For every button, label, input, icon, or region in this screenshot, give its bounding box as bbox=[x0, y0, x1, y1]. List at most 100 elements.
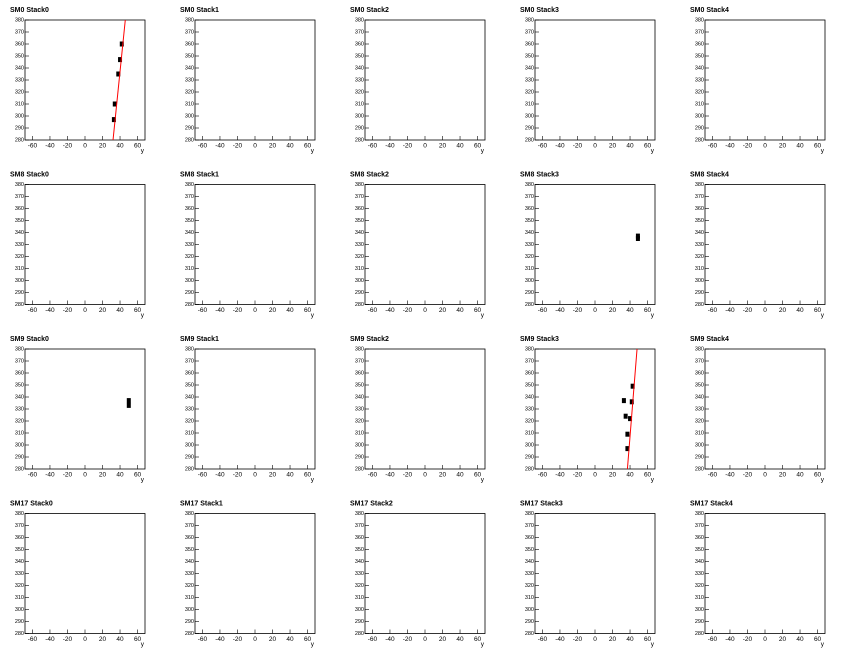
y-tick-label: 360 bbox=[185, 41, 194, 47]
x-tick-label: 20 bbox=[439, 307, 447, 314]
y-tick-label: 300 bbox=[185, 113, 194, 119]
hit bbox=[625, 431, 630, 437]
x-tick-label: -40 bbox=[725, 636, 735, 643]
x-tick-label: 40 bbox=[286, 307, 294, 314]
y-tick-label: 340 bbox=[15, 559, 24, 565]
y-tick-label: 330 bbox=[525, 571, 534, 577]
x-tick-label: -60 bbox=[28, 143, 38, 150]
panel-title: SM17 Stack2 bbox=[350, 500, 393, 507]
y-tick-label: 290 bbox=[185, 454, 194, 460]
panel-title: SM0 Stack0 bbox=[10, 7, 49, 14]
x-axis-label: y bbox=[651, 641, 655, 648]
y-tick-label: 300 bbox=[695, 278, 704, 284]
y-tick-label: 340 bbox=[695, 65, 704, 71]
y-tick-label: 310 bbox=[525, 595, 534, 601]
y-tick-label: 310 bbox=[15, 266, 24, 272]
x-tick-label: 60 bbox=[474, 307, 482, 314]
x-tick-label: 20 bbox=[439, 636, 447, 643]
y-tick-label: 340 bbox=[695, 559, 704, 565]
y-tick-label: 280 bbox=[15, 466, 24, 472]
y-tick-label: 320 bbox=[15, 418, 24, 424]
y-tick-label: 280 bbox=[355, 466, 364, 472]
x-tick-label: -20 bbox=[743, 636, 753, 643]
x-axis-label: y bbox=[481, 641, 485, 648]
y-tick-label: 380 bbox=[185, 17, 194, 23]
x-tick-label: -60 bbox=[368, 636, 378, 643]
y-tick-label: 360 bbox=[355, 206, 364, 212]
x-tick-label: 20 bbox=[269, 472, 277, 479]
x-axis-label: y bbox=[311, 312, 315, 319]
y-tick-label: 340 bbox=[185, 394, 194, 400]
y-tick-label: 290 bbox=[695, 290, 704, 296]
y-tick-label: 300 bbox=[185, 278, 194, 284]
y-tick-label: 330 bbox=[185, 77, 194, 83]
x-tick-label: 60 bbox=[134, 472, 142, 479]
y-tick-label: 350 bbox=[15, 382, 24, 388]
x-tick-label: -40 bbox=[555, 472, 565, 479]
x-tick-label: -20 bbox=[63, 143, 73, 150]
hit bbox=[119, 41, 124, 47]
y-tick-label: 330 bbox=[525, 242, 534, 248]
x-tick-label: 40 bbox=[626, 472, 634, 479]
x-tick-label: 0 bbox=[253, 636, 257, 643]
y-tick-label: 380 bbox=[15, 346, 24, 352]
y-tick-label: 320 bbox=[355, 254, 364, 260]
y-tick-label: 320 bbox=[525, 89, 534, 95]
y-tick-label: 320 bbox=[695, 254, 704, 260]
x-axis-label: y bbox=[821, 641, 825, 648]
y-tick-label: 340 bbox=[15, 65, 24, 71]
y-tick-label: 310 bbox=[15, 101, 24, 107]
x-tick-label: -60 bbox=[28, 636, 38, 643]
panel-title: SM17 Stack3 bbox=[520, 500, 563, 507]
x-tick-label: 20 bbox=[269, 143, 277, 150]
y-tick-label: 340 bbox=[15, 394, 24, 400]
x-tick-label: 60 bbox=[134, 143, 142, 150]
x-tick-label: -60 bbox=[28, 472, 38, 479]
y-tick-label: 290 bbox=[15, 125, 24, 131]
x-tick-label: -40 bbox=[215, 636, 225, 643]
y-tick-label: 330 bbox=[185, 242, 194, 248]
y-tick-label: 320 bbox=[525, 583, 534, 589]
x-tick-label: -20 bbox=[233, 307, 243, 314]
x-tick-label: 20 bbox=[779, 636, 787, 643]
y-tick-label: 370 bbox=[355, 358, 364, 364]
x-tick-label: 20 bbox=[609, 636, 617, 643]
y-tick-label: 280 bbox=[695, 631, 704, 637]
plot-frame bbox=[534, 513, 656, 634]
x-tick-label: -20 bbox=[63, 307, 73, 314]
x-tick-label: 40 bbox=[626, 307, 634, 314]
x-tick-label: 60 bbox=[644, 472, 652, 479]
y-tick-label: 310 bbox=[185, 430, 194, 436]
y-tick-label: 340 bbox=[525, 559, 534, 565]
x-tick-label: 60 bbox=[134, 636, 142, 643]
y-tick-label: 330 bbox=[355, 571, 364, 577]
x-tick-label: -60 bbox=[708, 307, 718, 314]
x-axis-label: y bbox=[481, 477, 485, 484]
y-tick-label: 310 bbox=[525, 101, 534, 107]
x-tick-label: 0 bbox=[763, 472, 767, 479]
y-tick-label: 310 bbox=[15, 595, 24, 601]
x-tick-label: 0 bbox=[423, 636, 427, 643]
hit bbox=[126, 398, 131, 404]
y-tick-label: 310 bbox=[525, 430, 534, 436]
y-tick-label: 330 bbox=[525, 406, 534, 412]
x-axis-label: y bbox=[481, 148, 485, 155]
y-tick-label: 280 bbox=[15, 631, 24, 637]
y-tick-label: 340 bbox=[355, 230, 364, 236]
y-tick-label: 290 bbox=[525, 619, 534, 625]
x-tick-label: -60 bbox=[708, 636, 718, 643]
x-tick-label: 20 bbox=[269, 307, 277, 314]
plot-frame bbox=[704, 513, 826, 634]
y-tick-label: 340 bbox=[695, 230, 704, 236]
y-tick-label: 290 bbox=[525, 125, 534, 131]
y-tick-label: 300 bbox=[525, 113, 534, 119]
x-tick-label: -60 bbox=[368, 472, 378, 479]
x-tick-label: 0 bbox=[423, 307, 427, 314]
y-tick-label: 300 bbox=[695, 442, 704, 448]
x-tick-label: 60 bbox=[814, 636, 822, 643]
x-tick-label: -40 bbox=[725, 143, 735, 150]
x-axis-label: y bbox=[311, 148, 315, 155]
x-tick-label: 60 bbox=[474, 472, 482, 479]
y-tick-label: 320 bbox=[525, 418, 534, 424]
y-tick-label: 360 bbox=[525, 41, 534, 47]
